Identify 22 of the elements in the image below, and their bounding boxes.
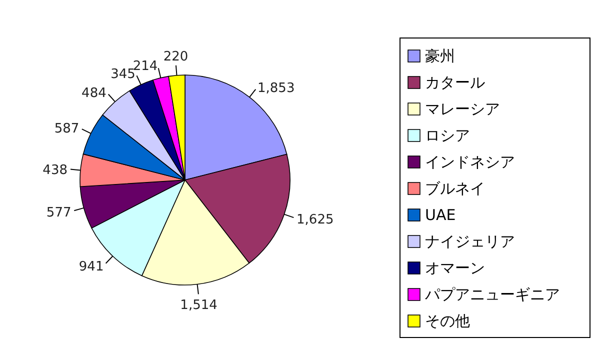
legend-label: パプアニューギニア: [424, 286, 560, 304]
data-label: 1,853: [258, 80, 295, 96]
data-label: 484: [82, 86, 106, 102]
data-label: 438: [42, 163, 68, 178]
data-label: 214: [132, 59, 158, 74]
data-label: 220: [163, 49, 188, 64]
legend-label: 豪州: [425, 47, 455, 65]
legend-label: ブルネイ: [425, 180, 485, 198]
data-label: 577: [46, 205, 72, 220]
data-label: 1,514: [180, 298, 218, 314]
legend-label: ロシア: [425, 126, 470, 144]
data-label: 587: [54, 122, 80, 137]
data-label: 1,625: [296, 212, 334, 228]
legend-label: マレーシア: [425, 100, 500, 118]
legend-label: UAE: [425, 206, 456, 224]
data-label: 345: [110, 66, 136, 82]
legend-label: その他: [425, 312, 470, 330]
legend-label: インドネシア: [425, 153, 515, 171]
legend-label: ナイジェリア: [425, 232, 515, 250]
legend-label: オマーン: [425, 259, 485, 277]
legend-label: カタール: [425, 74, 485, 92]
data-label: 941: [78, 260, 104, 275]
